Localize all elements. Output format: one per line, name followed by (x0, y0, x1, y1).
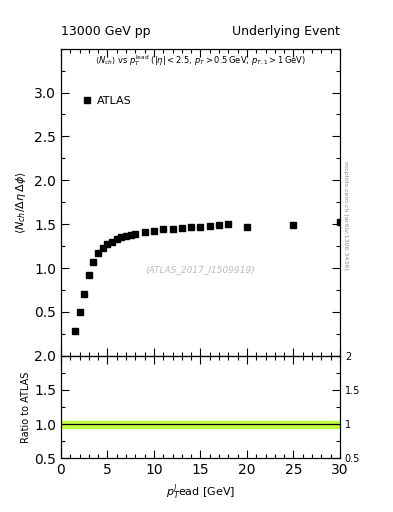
ATLAS (226, 221, 231, 227)
ATLAS (180, 225, 184, 231)
ATLAS (198, 224, 203, 230)
ATLAS (101, 245, 105, 251)
Y-axis label: $\langle N_{ch}/\Delta\eta\,\Delta\phi \rangle$: $\langle N_{ch}/\Delta\eta\,\Delta\phi \… (15, 171, 29, 233)
ATLAS (86, 272, 91, 278)
Text: 13000 GeV pp: 13000 GeV pp (61, 25, 151, 38)
ATLAS (217, 222, 221, 228)
Legend: ATLAS: ATLAS (78, 91, 136, 110)
ATLAS (82, 291, 86, 297)
ATLAS (152, 228, 156, 234)
ATLAS (96, 250, 101, 256)
ATLAS (124, 233, 129, 240)
ATLAS (110, 239, 114, 245)
ATLAS (91, 259, 96, 265)
ATLAS (291, 222, 296, 228)
Text: $\langle N_{ch}\rangle$ vs $p_T^{\mathrm{lead}}$ ($|\eta|<2.5,\,p_T>0.5\,\mathrm: $\langle N_{ch}\rangle$ vs $p_T^{\mathrm… (95, 53, 306, 68)
ATLAS (73, 328, 77, 334)
ATLAS (338, 219, 342, 225)
Text: (ATLAS_2017_I1509919): (ATLAS_2017_I1509919) (145, 265, 255, 274)
ATLAS (244, 224, 249, 230)
ATLAS (208, 223, 212, 229)
Text: mcplots.cern.ch [arXiv:1306.3436]: mcplots.cern.ch [arXiv:1306.3436] (343, 161, 348, 269)
ATLAS (133, 231, 138, 237)
ATLAS (189, 224, 193, 230)
ATLAS (119, 234, 124, 241)
ATLAS (128, 231, 133, 238)
ATLAS (161, 226, 165, 232)
X-axis label: $p_T^l\mathrm{ead}$ [GeV]: $p_T^l\mathrm{ead}$ [GeV] (166, 483, 235, 502)
Text: Underlying Event: Underlying Event (232, 25, 340, 38)
ATLAS (170, 225, 175, 231)
ATLAS (114, 236, 119, 242)
Line: ATLAS: ATLAS (72, 219, 343, 334)
Y-axis label: Ratio to ATLAS: Ratio to ATLAS (21, 371, 31, 443)
ATLAS (77, 309, 82, 315)
ATLAS (105, 241, 110, 247)
ATLAS (142, 229, 147, 235)
